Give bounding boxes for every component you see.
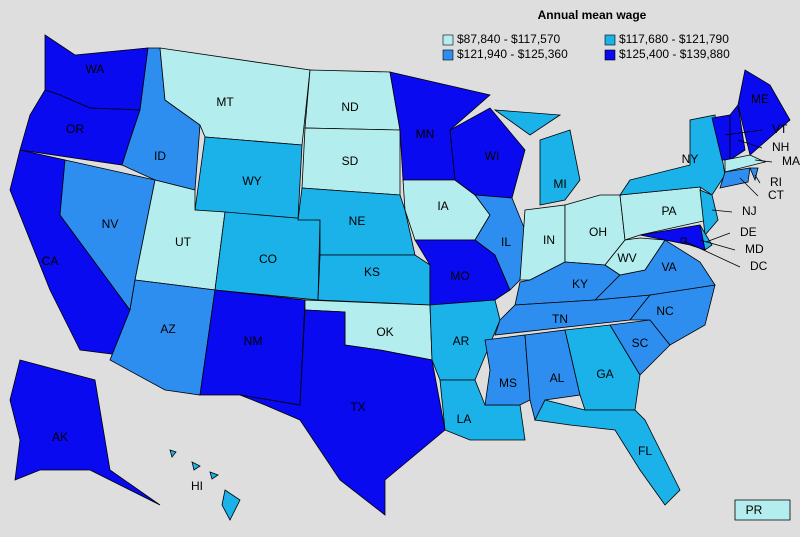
callout-line xyxy=(699,239,736,251)
state-shape xyxy=(474,194,526,291)
state-label: NC xyxy=(656,304,674,318)
state-label: SC xyxy=(632,336,649,350)
state-shape xyxy=(221,489,241,521)
state-label: WI xyxy=(485,149,500,163)
state-label: OH xyxy=(589,225,607,239)
state-label: OR xyxy=(66,122,84,136)
state-shape xyxy=(737,69,791,156)
state-label: RI xyxy=(770,175,782,189)
state-label: PA xyxy=(661,204,676,218)
state-shape xyxy=(191,461,201,471)
state-label: WV xyxy=(617,251,636,265)
legend-swatch xyxy=(442,49,454,61)
state-label: NV xyxy=(102,217,119,231)
state-label: AL xyxy=(550,371,565,385)
state-label: NH xyxy=(772,140,789,154)
state-label: NE xyxy=(349,214,366,228)
legend-label: $125,400 - $139,880 xyxy=(619,47,730,61)
state-label: KS xyxy=(364,265,380,279)
state-label: NJ xyxy=(742,204,757,218)
state-shape xyxy=(484,334,531,406)
state-labels: WA OR CA NV ID MT WY UT CO AZ NM ND SD NE KS OK TX MN IA MO… xyxy=(42,62,800,517)
callout-line xyxy=(724,129,763,136)
state-label: UT xyxy=(175,235,192,249)
state-label: AR xyxy=(453,334,470,348)
state-shape xyxy=(493,109,562,136)
state-shape xyxy=(239,309,446,516)
state-shape xyxy=(734,499,791,521)
state-label: TX xyxy=(350,400,365,414)
state-label: KY xyxy=(572,277,588,291)
state-label: WA xyxy=(86,62,105,76)
state-label: DC xyxy=(750,259,768,273)
state-label: MO xyxy=(450,269,469,283)
states xyxy=(9,34,791,521)
state-label: AK xyxy=(52,430,68,444)
state-label: ME xyxy=(751,92,769,106)
legend-swatch xyxy=(442,34,454,46)
state-label: NM xyxy=(244,334,263,348)
state-shape xyxy=(729,104,746,161)
state-label: SD xyxy=(342,154,359,168)
state-shape xyxy=(169,449,177,458)
state-label: MN xyxy=(416,127,435,141)
state-label: ID xyxy=(154,149,166,163)
state-shape xyxy=(699,189,719,236)
legend-label: $121,940 - $125,360 xyxy=(457,47,568,61)
state-shape xyxy=(317,254,431,306)
state-label: OK xyxy=(376,325,393,339)
state-label: IA xyxy=(437,199,448,213)
state-label: MS xyxy=(499,376,517,390)
legend-swatch xyxy=(604,34,616,46)
state-shape xyxy=(209,471,219,480)
state-label: DE xyxy=(740,225,757,239)
state-label: ND xyxy=(341,100,359,114)
state-label: GA xyxy=(596,367,613,381)
callout-line xyxy=(754,174,761,184)
legend-label: $87,840 - $117,570 xyxy=(457,32,561,46)
state-shape xyxy=(749,167,759,182)
legend-label: $117,680 - $121,790 xyxy=(619,32,729,46)
state-label: WY xyxy=(242,174,261,188)
state-shape xyxy=(439,379,526,441)
state-shape xyxy=(539,129,581,206)
state-label: CA xyxy=(42,254,59,268)
state-label: CO xyxy=(259,252,277,266)
state-label: MT xyxy=(216,95,234,109)
state-label: VA xyxy=(661,260,676,274)
state-shape xyxy=(719,167,751,189)
legend-swatch xyxy=(604,49,616,61)
legend-title: Annual mean wage xyxy=(538,8,647,22)
state-shape xyxy=(9,359,161,506)
callout-line xyxy=(754,159,773,163)
state-label: HI xyxy=(191,479,203,493)
state-shape xyxy=(534,399,681,506)
state-shape xyxy=(680,237,687,244)
state-label: AZ xyxy=(160,322,175,336)
state-label: IL xyxy=(501,235,511,249)
callout-line xyxy=(711,209,733,213)
state-label: MA xyxy=(782,154,800,168)
callout-line xyxy=(739,177,759,197)
state-label: MD xyxy=(745,242,764,256)
state-label: NY xyxy=(682,152,699,166)
callout-line xyxy=(737,139,763,149)
state-label: CT xyxy=(768,188,785,202)
state-label: FL xyxy=(638,444,652,458)
state-label: IN xyxy=(543,233,555,247)
state-label: LA xyxy=(457,412,472,426)
state-label: PR xyxy=(746,503,763,517)
callout-line xyxy=(705,232,731,243)
state-label: TN xyxy=(552,312,568,326)
state-label: MI xyxy=(553,177,566,191)
callout-line xyxy=(683,240,741,268)
state-shape xyxy=(724,154,767,173)
state-label: VT xyxy=(772,122,788,136)
